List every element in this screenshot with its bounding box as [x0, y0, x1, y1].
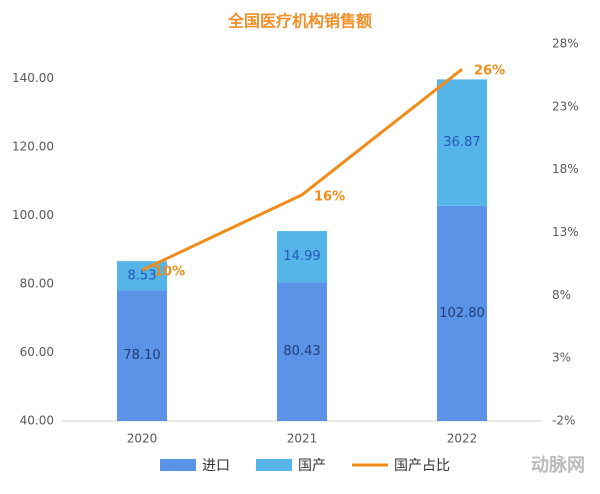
y2-tick-label: 8%	[552, 288, 571, 302]
y-tick-label: 140.00	[12, 71, 54, 85]
bar-value-label: 78.10	[123, 348, 160, 363]
y-tick-label: 40.00	[20, 414, 54, 428]
y2-tick-label: 13%	[552, 225, 579, 239]
x-tick-label: 2020	[127, 432, 158, 446]
bar-segment	[277, 282, 327, 421]
y-tick-label: 100.00	[12, 208, 54, 222]
legend-label: 国产占比	[394, 458, 450, 474]
bar-value-label: 8.53	[128, 268, 157, 283]
x-tick-label: 2021	[287, 432, 318, 446]
y2-tick-label: 18%	[552, 162, 579, 176]
y-tick-label: 80.00	[20, 276, 54, 290]
legend-label: 国产	[298, 458, 326, 474]
y2-tick-label: 23%	[552, 99, 579, 113]
line-series	[141, 67, 463, 272]
bar-value-label: 80.43	[283, 344, 320, 359]
line-value-label: 10%	[154, 265, 185, 280]
bar-segment	[117, 261, 167, 291]
legend-swatch	[256, 459, 292, 471]
y-tick-label: 120.00	[12, 139, 54, 153]
x-tick-label: 2022	[447, 432, 478, 446]
bar-value-label: 14.99	[283, 249, 320, 264]
y2-tick-label: -2%	[552, 414, 575, 428]
bar-segment	[117, 290, 167, 421]
bar-value-label: 36.87	[443, 135, 480, 150]
bar-value-label: 102.80	[439, 306, 485, 321]
chart-title: 全国医疗机构销售额	[227, 12, 372, 31]
legend-label: 进口	[202, 458, 230, 474]
line-value-label: 26%	[474, 64, 505, 79]
y-tick-label: 60.00	[20, 345, 54, 359]
bar-segment	[437, 79, 487, 206]
legend-swatch	[160, 459, 196, 471]
line-value-label: 16%	[314, 189, 345, 204]
bar-segment	[277, 231, 327, 283]
y2-tick-label: 3%	[552, 351, 571, 365]
y2-tick-label: 28%	[552, 37, 579, 51]
watermark: 动脉网	[531, 454, 585, 476]
bar-segment	[437, 205, 487, 421]
